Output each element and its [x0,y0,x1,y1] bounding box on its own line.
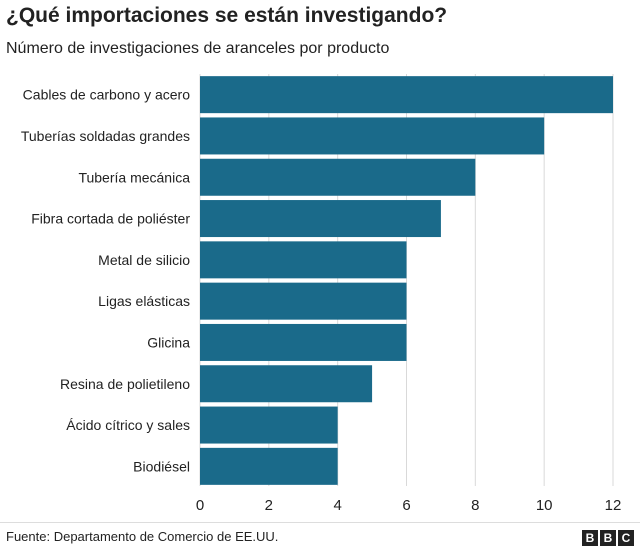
x-tick-label-4: 8 [471,497,479,514]
bar-chart: 0 2 4 6 8 10 12 Cables de carbono y acero Tuberí… [21,74,622,514]
category-label-5: Ligas elásticas [98,293,190,309]
chart-title: ¿Qué importaciones se están investigando… [6,4,448,27]
footer-divider [0,522,640,523]
bar-4 [200,241,407,279]
bar-8 [200,406,338,444]
bar-0 [200,76,613,114]
bar-2 [200,158,476,196]
x-tick-label-6: 12 [605,497,622,514]
bbc-logo-letter-2: B [600,530,616,546]
bar-3 [200,200,441,238]
x-tick-label-0: 0 [196,497,204,514]
bar-9 [200,447,338,485]
bar-5 [200,282,407,320]
category-label-4: Metal de silicio [98,252,190,268]
category-label-0: Cables de carbono y acero [23,87,191,103]
bbc-logo-letter-1: B [582,530,598,546]
x-tick-label-5: 10 [536,497,553,514]
x-tick-label-1: 2 [265,497,273,514]
category-label-2: Tubería mecánica [78,169,190,185]
bar-6 [200,323,407,361]
bar-7 [200,365,373,403]
category-label-7: Resina de polietileno [60,376,190,392]
category-label-3: Fibra cortada de poliéster [31,211,190,227]
category-label-9: Biodiésel [133,458,190,474]
x-tick-label-3: 6 [402,497,410,514]
category-label-6: Glicina [147,334,190,350]
source-note: Fuente: Departamento de Comercio de EE.U… [6,529,279,544]
category-label-8: Ácido cítrico y sales [66,417,190,433]
x-tick-label-2: 4 [333,497,341,514]
chart-subtitle: Número de investigaciones de aranceles p… [6,40,390,57]
category-label-1: Tuberías soldadas grandes [21,128,190,144]
bbc-logo-letter-3: C [618,530,634,546]
bar-1 [200,117,545,155]
bbc-logo: B B C [582,530,634,546]
